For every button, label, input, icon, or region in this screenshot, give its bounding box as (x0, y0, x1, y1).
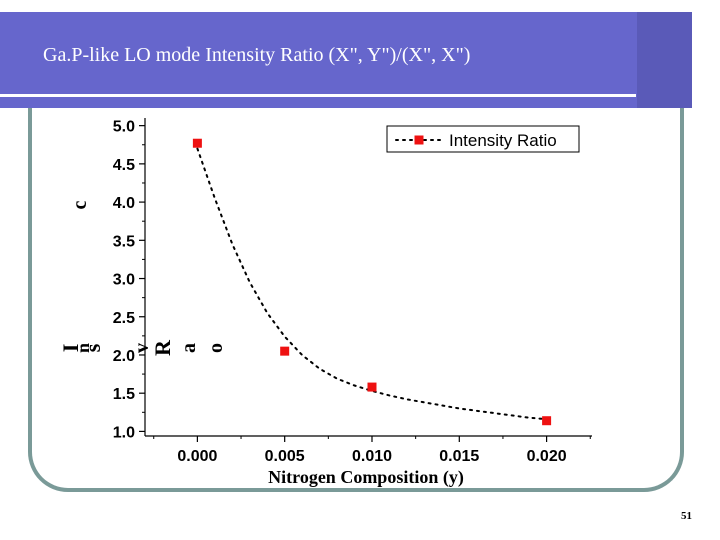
x-axis-label: Nitrogen Composition (y) (268, 467, 464, 488)
y-tick-label: 4.5 (113, 157, 135, 174)
content-frame (28, 108, 684, 492)
y-tick-label: 3.5 (113, 233, 135, 250)
slide-number: 51 (681, 510, 692, 522)
y-axis-label: c Ins vR a o (58, 200, 227, 356)
x-tick-label: 0.010 (352, 448, 392, 465)
y-tick-label: 4.0 (113, 195, 135, 212)
data-point (192, 138, 202, 148)
slide-title: Ga.P-like LO mode Intensity Ratio (X", Y… (43, 44, 471, 66)
header-bar (0, 12, 692, 108)
header-bar-accent (637, 12, 692, 108)
axes: 1.0 1.5 2.0 2.5 3.0 3.5 4.0 4.5 5.0 0.000 0.005 0.0… (113, 118, 592, 465)
legend-box (386, 125, 580, 153)
x-tick-label: 0.015 (439, 448, 479, 465)
legend-label: Intensity Ratio (449, 131, 557, 150)
x-tick-label: 0.005 (265, 448, 305, 465)
y-tick-label: 3.0 (113, 272, 135, 289)
x-tick-label: 0.000 (177, 448, 217, 465)
y-label-glyph: I (58, 344, 83, 353)
legend-marker (414, 135, 424, 145)
data-point (280, 346, 290, 356)
y-label-glyph: v (131, 343, 153, 353)
legend: Intensity Ratio (386, 125, 580, 153)
y-label-glyph: s (80, 343, 105, 352)
y-tick-label: 1.5 (113, 386, 135, 403)
y-label-glyph: c (69, 200, 91, 209)
data-point (367, 382, 377, 392)
y-tick-label: 1.0 (113, 424, 135, 441)
y-label-glyph: R (150, 339, 175, 356)
y-label-glyph: o (205, 343, 227, 353)
y-tick-label: 2.5 (113, 310, 135, 327)
y-tick-label: 2.0 (113, 348, 135, 365)
y-label-glyph: a (178, 343, 200, 353)
header-underline (0, 94, 636, 97)
fit-curve (196, 147, 548, 421)
x-tick-label: 0.020 (527, 448, 567, 465)
data-points (192, 138, 552, 426)
data-point (542, 416, 552, 426)
fit-curve-line (196, 147, 548, 421)
y-label-glyph: n (73, 343, 93, 353)
y-tick-label: 5.0 (113, 119, 135, 136)
